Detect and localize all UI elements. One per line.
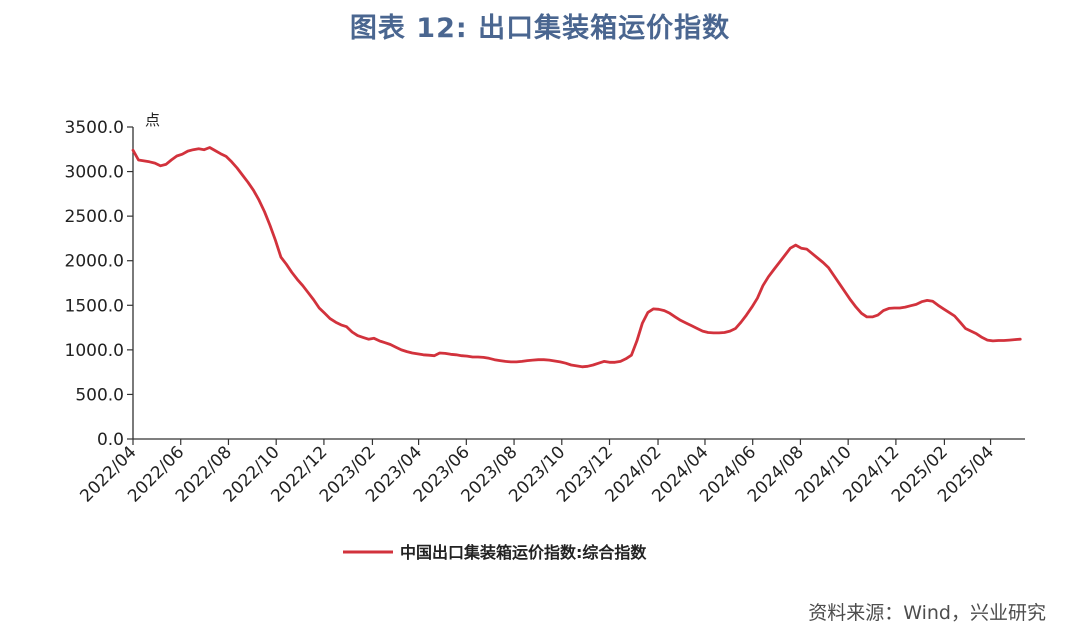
y-tick-label: 1500.0	[65, 296, 124, 316]
y-tick-label: 3000.0	[65, 163, 124, 183]
y-unit-label: 点	[145, 111, 160, 129]
y-tick-label: 2000.0	[65, 252, 124, 272]
series-layer	[131, 146, 1022, 369]
y-tick-label: 1000.0	[65, 341, 124, 361]
series-line-0	[131, 146, 1022, 369]
legend: 中国出口集装箱运价指数:综合指数	[343, 543, 647, 562]
legend-label: 中国出口集装箱运价指数:综合指数	[400, 543, 647, 562]
y-tick-label: 3500.0	[65, 118, 124, 138]
chart-title: 图表 12: 出口集装箱运价指数	[349, 13, 731, 44]
source-note: 资料来源：Wind，兴业研究	[808, 602, 1046, 624]
y-tick-label: 500.0	[75, 385, 124, 405]
y-axis: 0.0 500.0 1000.0 1500.0 2000.0 2500.0 3000.0 35…	[65, 111, 161, 450]
y-tick-label: 0.0	[97, 430, 124, 450]
y-tick-label: 2500.0	[65, 207, 124, 227]
x-axis: 2022/042022/062022/082022/102022/122023/…	[76, 438, 1025, 506]
